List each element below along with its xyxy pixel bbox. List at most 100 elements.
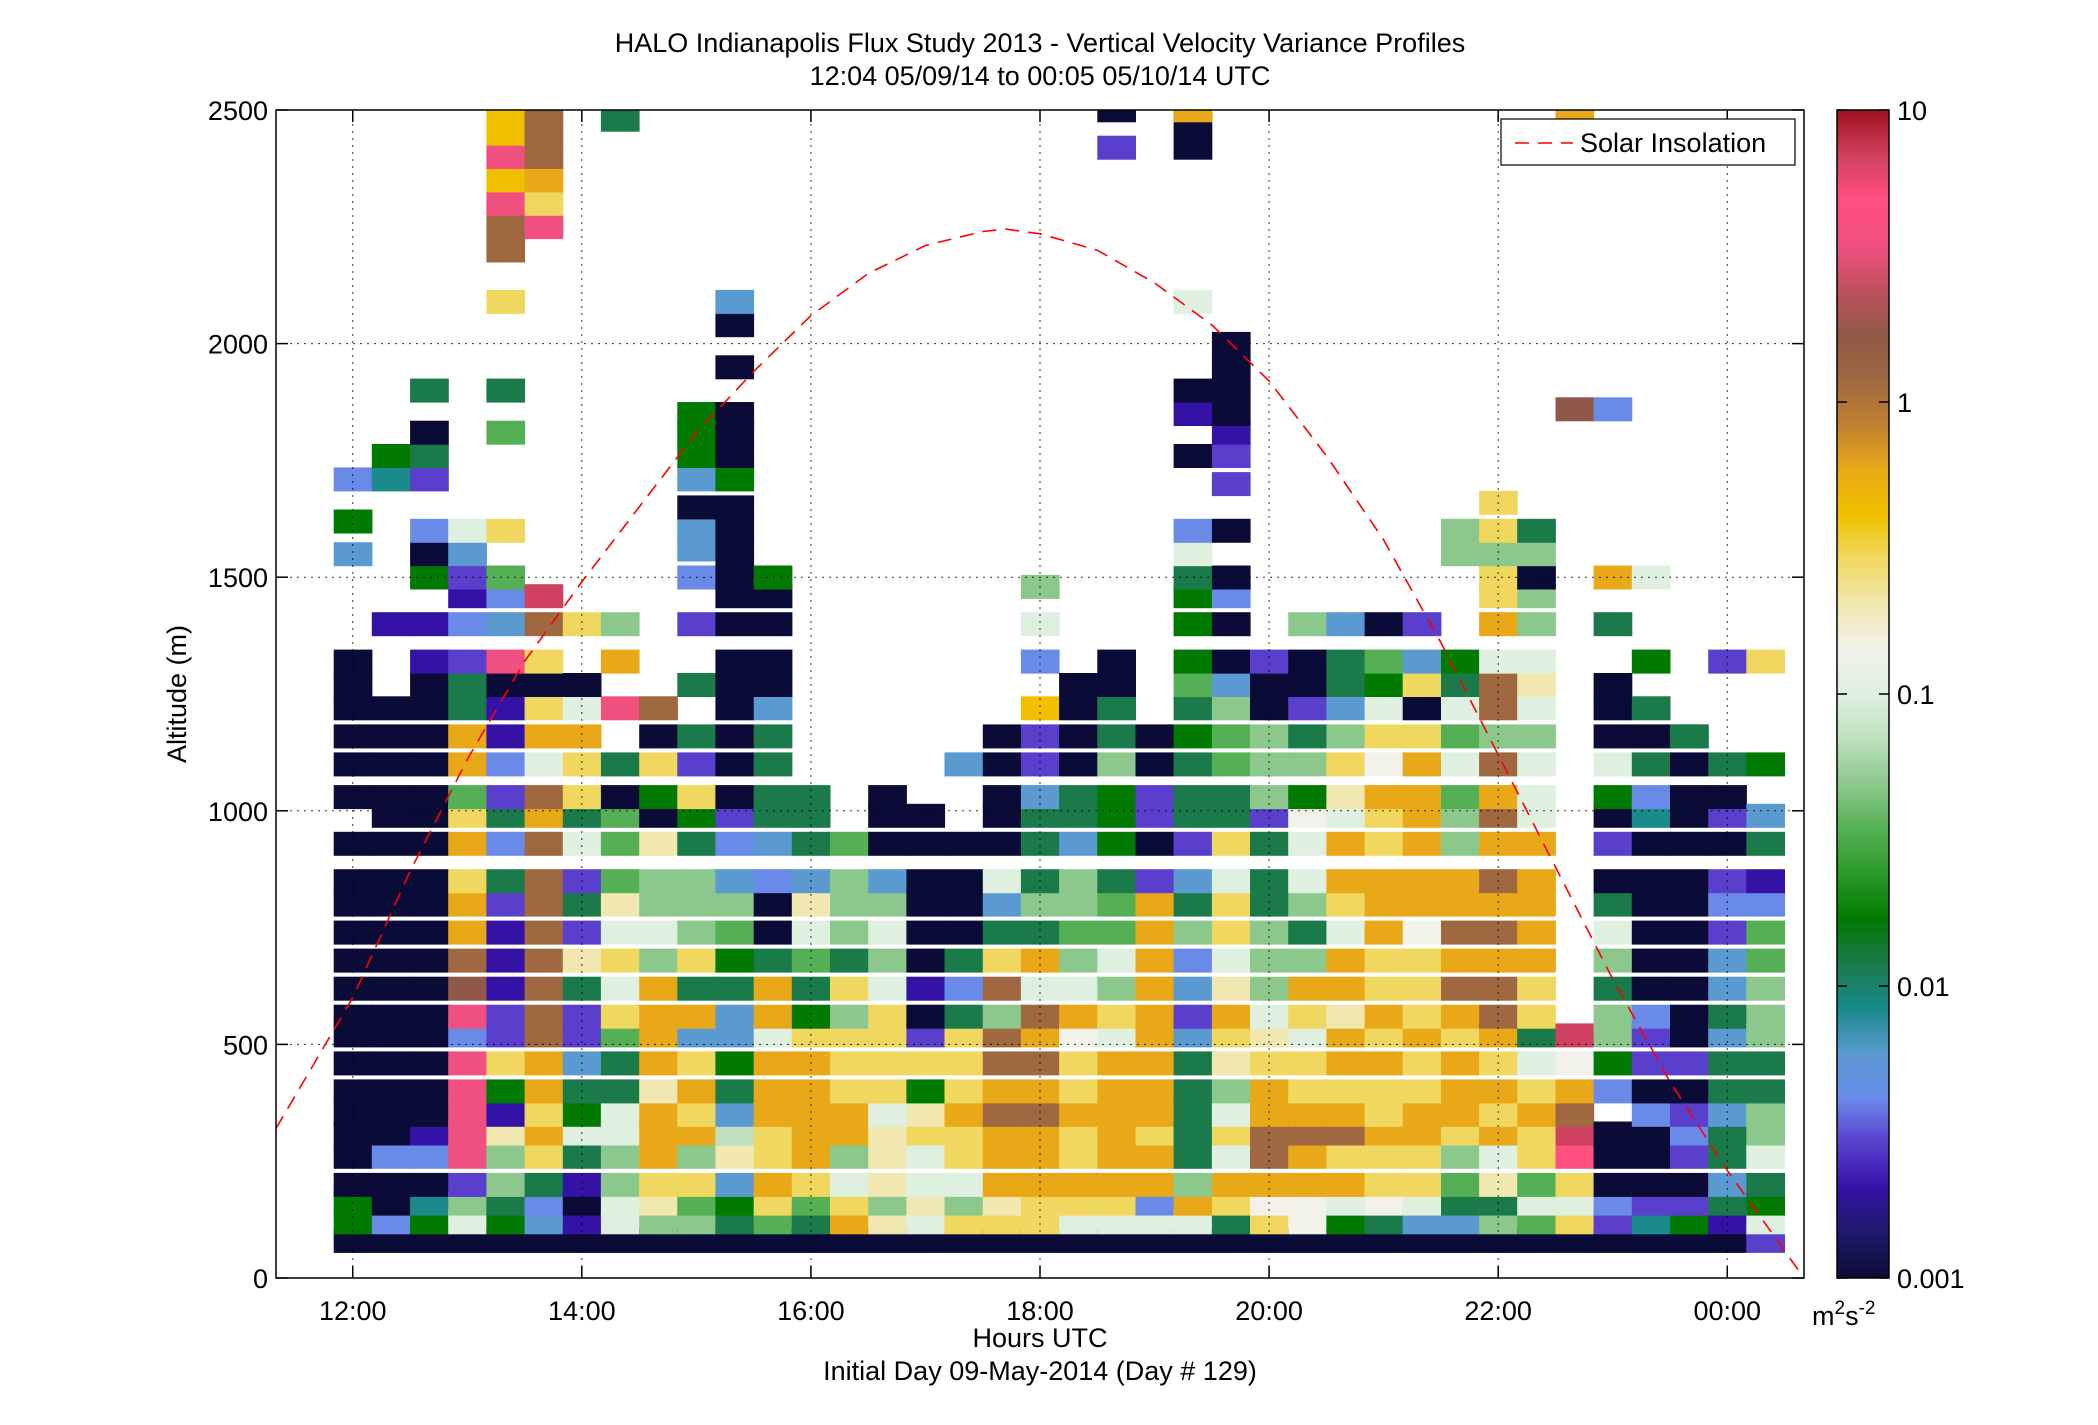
heatmap-cell: [1020, 612, 1060, 637]
heatmap-cells: [333, 110, 1785, 1253]
heatmap-cell: [333, 542, 373, 567]
heatmap-cell: [1593, 724, 1633, 749]
heatmap-cell: [524, 145, 564, 169]
heatmap-cell: [677, 1172, 716, 1197]
heatmap-cell: [1441, 673, 1480, 697]
heatmap-cell: [1479, 1172, 1518, 1197]
heatmap-cell: [1135, 1004, 1175, 1029]
heatmap-cell: [333, 696, 373, 721]
heatmap-cell: [1517, 869, 1556, 894]
heatmap-cell: [410, 785, 449, 810]
colorbar-tick-label: 1: [1897, 388, 1912, 418]
heatmap-cell: [1517, 831, 1556, 856]
heatmap-cell: [1059, 831, 1098, 856]
heatmap-cell: [1173, 518, 1213, 543]
heatmap-cell: [906, 1144, 946, 1169]
heatmap-cell: [1059, 752, 1098, 777]
heatmap-cell: [1211, 785, 1251, 810]
heatmap-cell: [1631, 869, 1671, 894]
heatmap-cell: [677, 724, 716, 749]
heatmap-cell: [1326, 1144, 1366, 1169]
heatmap-cell: [1364, 673, 1404, 697]
heatmap-cell: [1020, 752, 1060, 777]
heatmap-cell: [486, 518, 526, 543]
heatmap-cell: [410, 892, 449, 917]
heatmap-cell: [677, 673, 716, 697]
heatmap-cell: [1517, 673, 1556, 697]
heatmap-cell: [677, 495, 716, 520]
heatmap-cell: [715, 467, 755, 492]
heatmap-cell: [1059, 724, 1098, 749]
heatmap-cell: [1555, 1144, 1595, 1169]
heatmap-cell: [1211, 518, 1251, 543]
x-tick-label: 14:00: [548, 1296, 616, 1326]
heatmap-cell: [906, 1004, 946, 1029]
heatmap-cell: [715, 976, 755, 1001]
heatmap-cell: [868, 1004, 907, 1029]
heatmap-cell: [371, 1172, 411, 1197]
heatmap-cell: [1211, 612, 1251, 637]
heatmap-cell: [1746, 892, 1785, 917]
heatmap-cell: [1402, 1172, 1442, 1197]
heatmap-cell: [1479, 565, 1518, 590]
heatmap-cell: [1441, 869, 1480, 894]
heatmap-cell: [1173, 831, 1213, 856]
heatmap-cell: [1364, 869, 1404, 894]
heatmap-cell: [677, 402, 716, 426]
heatmap-cell: [333, 948, 373, 973]
heatmap-cell: [1211, 976, 1251, 1001]
heatmap-cell: [1708, 752, 1747, 777]
heatmap-cell: [1288, 1079, 1327, 1104]
heatmap-cell: [715, 673, 755, 697]
colorbar-units-base: m: [1812, 1301, 1835, 1331]
heatmap-cell: [371, 1051, 411, 1076]
heatmap-cell: [753, 892, 793, 917]
heatmap-cell: [1288, 724, 1327, 749]
heatmap-cell: [333, 752, 373, 777]
heatmap-cell: [1059, 976, 1098, 1001]
heatmap-cell: [1593, 612, 1633, 637]
heatmap-cell: [639, 831, 678, 856]
heatmap-cell: [830, 1144, 869, 1169]
heatmap-cell: [1097, 869, 1136, 894]
colorbar-tick-label: 0.1: [1897, 680, 1935, 710]
heatmap-cell: [1288, 892, 1327, 917]
heatmap-cell: [1097, 1102, 1136, 1127]
heatmap-cell: [1173, 1172, 1213, 1197]
heatmap-cell: [1479, 649, 1518, 674]
heatmap-cell: [1250, 892, 1289, 917]
heatmap-cell: [944, 1144, 984, 1169]
heatmap-cell: [1250, 724, 1289, 749]
heatmap-cell: [1517, 785, 1556, 810]
heatmap-cell: [1173, 785, 1213, 810]
heatmap-cell: [791, 1144, 831, 1169]
heatmap-cell: [1708, 976, 1747, 1001]
heatmap-cell: [1402, 1079, 1442, 1104]
heatmap-cell: [1326, 612, 1366, 637]
heatmap-cell: [371, 1102, 411, 1127]
y-tick-label: 500: [223, 1030, 268, 1060]
heatmap-cell: [906, 1079, 946, 1104]
heatmap-cell: [410, 831, 449, 856]
heatmap-cell: [1020, 696, 1060, 721]
heatmap-cell: [600, 1172, 640, 1197]
heatmap-cell: [715, 785, 755, 810]
heatmap-cell: [1211, 724, 1251, 749]
heatmap-cell: [1097, 696, 1136, 721]
heatmap-cell: [1211, 752, 1251, 777]
heatmap-cell: [333, 1004, 373, 1029]
heatmap-cell: [1517, 1079, 1556, 1104]
heatmap-cell: [1631, 565, 1671, 590]
heatmap-cell: [1250, 1102, 1289, 1127]
heatmap-cell: [1631, 976, 1671, 1001]
heatmap-cell: [715, 1172, 755, 1197]
heatmap-cell: [1288, 1102, 1327, 1127]
heatmap-cell: [448, 785, 487, 810]
heatmap-cell: [1479, 752, 1518, 777]
heatmap-cell: [982, 869, 1022, 894]
heatmap-cell: [1059, 1172, 1098, 1197]
y-tick-label: 0: [253, 1264, 268, 1294]
heatmap-cell: [448, 869, 487, 894]
heatmap-cell: [982, 920, 1022, 945]
